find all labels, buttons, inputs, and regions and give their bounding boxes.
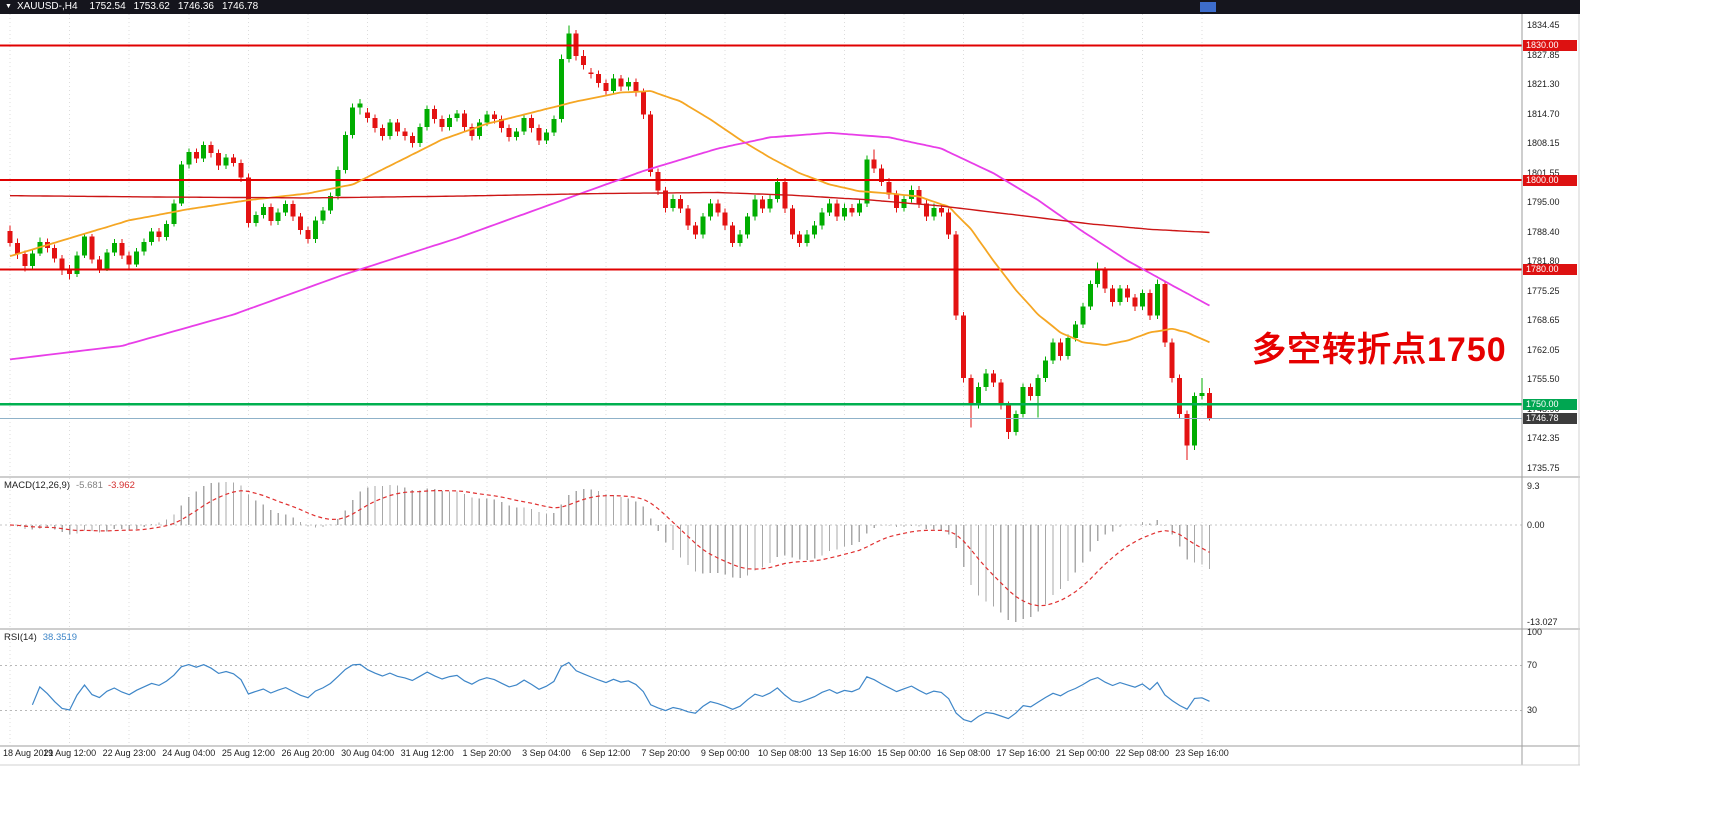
- price-axis-label: 1834.45: [1527, 19, 1560, 30]
- time-axis-label: 7 Sep 20:00: [641, 748, 690, 758]
- price-axis-label: 1762.05: [1527, 344, 1560, 355]
- price-axis-label: 1814.70: [1527, 108, 1560, 119]
- price-level-badge: 1830.00: [1523, 39, 1577, 51]
- chart-shift-marker[interactable]: [1200, 2, 1216, 12]
- time-axis-label: 6 Sep 12:00: [581, 748, 631, 758]
- macd-signal-value: -3.962: [107, 480, 135, 491]
- chart-title-bar: ▼ XAUUSD-,H4 1752.54 1753.62 1746.36 1746.78: [0, 0, 1580, 14]
- time-axis-label: 1 Sep 20:00: [462, 748, 512, 758]
- time-axis-label: 15 Sep 00:00: [877, 748, 931, 758]
- time-axis[interactable]: 18 Aug 2021 19 Aug 12:00 22 Aug 23:00 24 Au…: [0, 747, 1522, 764]
- price-axis-label: 1788.40: [1527, 226, 1560, 237]
- time-axis-label: 19 Aug 12:00: [43, 748, 97, 758]
- price-axis-label: 1827.85: [1527, 49, 1560, 60]
- price-level-badge: 1746.78: [1523, 413, 1577, 425]
- price-axis-label: 1755.50: [1527, 374, 1560, 385]
- ohlc-close-value: 1746.78: [221, 1, 259, 12]
- chart-canvas[interactable]: [0, 0, 1580, 766]
- symbol-period-label: XAUUSD-,H4: [16, 1, 78, 12]
- price-level-badge: 1750.00: [1523, 398, 1577, 410]
- ohlc-low-value: 1746.36: [177, 1, 214, 12]
- rsi-indicator-label: RSI(14) 38.3519: [4, 632, 77, 643]
- price-axis-label: 1808.15: [1527, 137, 1560, 148]
- price-axis-label: 1821.30: [1527, 78, 1560, 89]
- macd-main-value: -5.681: [76, 480, 103, 491]
- time-axis-label: 22 Sep 08:00: [1115, 748, 1170, 758]
- price-level-badge: 1800.00: [1523, 174, 1577, 186]
- price-axis-label: 1795.00: [1527, 196, 1560, 207]
- macd-indicator-label: MACD(12,26,9) -5.681 -3.962: [4, 480, 135, 491]
- time-axis-label: 30 Aug 04:00: [341, 748, 395, 758]
- symbol-dropdown-icon[interactable]: ▼: [5, 3, 12, 10]
- macd-label: MACD(12,26,9): [4, 480, 70, 491]
- time-axis-label: 23 Sep 16:00: [1175, 748, 1229, 758]
- ohlc-high-value: 1753.62: [133, 1, 170, 12]
- macd-axis-max: 9.3: [1527, 480, 1540, 491]
- time-axis-label: 24 Aug 04:00: [162, 748, 216, 758]
- time-axis-label: 26 Aug 20:00: [281, 748, 335, 758]
- time-axis-label: 3 Sep 04:00: [522, 748, 571, 758]
- time-axis-label: 31 Aug 12:00: [400, 748, 454, 758]
- price-axis-label: 1775.25: [1527, 285, 1560, 296]
- price-level-badge: 1780.00: [1523, 264, 1577, 276]
- price-axis-label: 1768.65: [1527, 315, 1560, 326]
- rsi-axis-label: 30: [1527, 704, 1538, 715]
- time-axis-label: 10 Sep 08:00: [758, 748, 812, 758]
- time-axis-label: 17 Sep 16:00: [996, 748, 1050, 758]
- time-axis-label: 25 Aug 12:00: [221, 748, 275, 758]
- rsi-axis-label: 100: [1527, 626, 1543, 637]
- time-axis-label: 18 Aug 2021: [3, 748, 54, 758]
- macd-axis-zero: 0.00: [1527, 519, 1545, 530]
- price-axis-label: 1735.75: [1527, 462, 1560, 473]
- price-axis-label: 1781.80: [1527, 256, 1560, 267]
- rsi-axis-label: 70: [1527, 660, 1538, 671]
- rsi-value: 38.3519: [42, 632, 78, 643]
- time-axis-label: 16 Sep 08:00: [936, 748, 991, 758]
- price-axis[interactable]: 1834.45 1827.85 1821.30 1814.70 1808.15 1801.…: [1522, 0, 1580, 766]
- time-axis-label: 21 Sep 00:00: [1056, 748, 1110, 758]
- macd-axis-min: -13.027: [1527, 616, 1558, 627]
- time-axis-label: 22 Aug 23:00: [102, 748, 156, 758]
- time-axis-label: 9 Sep 00:00: [700, 748, 750, 758]
- price-axis-label: 1742.35: [1527, 433, 1560, 443]
- ohlc-open-value: 1752.54: [89, 1, 126, 12]
- rsi-label: RSI(14): [4, 632, 37, 643]
- time-axis-label: 13 Sep 16:00: [817, 748, 872, 758]
- annotation-text: 多空转折点1750: [1252, 331, 1507, 369]
- price-axis-label: 1801.55: [1527, 167, 1560, 178]
